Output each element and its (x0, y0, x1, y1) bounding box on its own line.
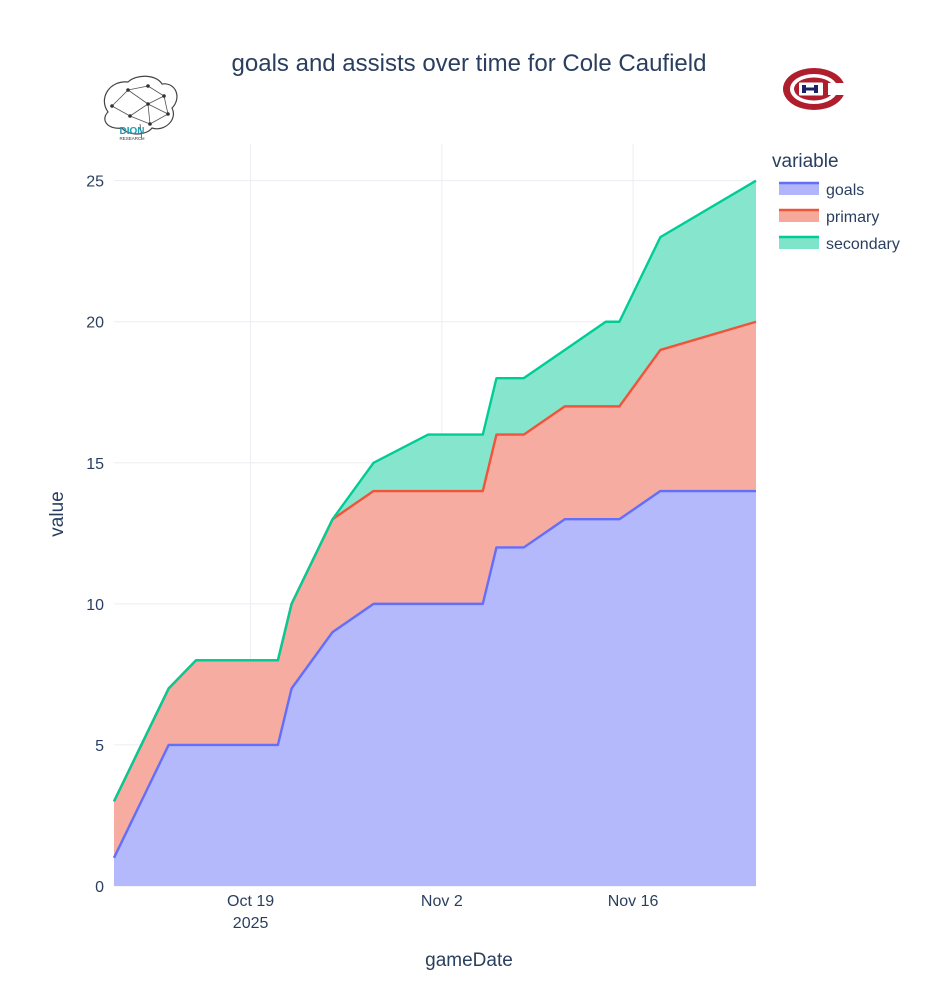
legend-label-primary: primary (826, 209, 879, 226)
legend-swatch-goals (779, 183, 819, 195)
series-lines-layer (112, 179, 757, 859)
chart-title: goals and assists over time for Cole Cau… (232, 50, 707, 77)
legend-item-primary[interactable]: primary (779, 208, 879, 226)
x-tick-label: Nov 16 (608, 893, 659, 910)
legend-item-goals[interactable]: goals (779, 181, 864, 199)
y-axis: 0 5 10 15 20 25 (86, 174, 104, 896)
y-tick-label: 20 (86, 315, 104, 332)
line-secondary (112, 179, 757, 802)
area-primary (114, 321, 756, 858)
y-tick-label: 10 (86, 597, 104, 614)
y-axis-title: value (47, 491, 68, 536)
legend-swatch-secondary (779, 237, 819, 249)
plot-area (112, 144, 757, 887)
x-tick-label: Oct 19 (227, 893, 274, 910)
logo-brand-text: DION (120, 126, 145, 137)
x-tick-label: Nov 2 (421, 893, 463, 910)
y-tick-label: 0 (95, 879, 104, 896)
x-axis-title: gameDate (425, 950, 513, 971)
habs-logo-icon (783, 68, 848, 110)
legend-label-secondary: secondary (826, 236, 900, 253)
area-goals (114, 491, 756, 886)
legend-swatch-primary (779, 210, 819, 222)
x-tick-sublabel: 2025 (233, 915, 269, 932)
line-goals (112, 489, 756, 859)
brain-network-icon: DION RESEARCH (103, 75, 178, 141)
legend-item-secondary[interactable]: secondary (779, 235, 900, 253)
y-tick-label: 15 (86, 456, 104, 473)
legend-title: variable (772, 151, 839, 172)
x-axis: Oct 19 2025 Nov 2 Nov 16 (227, 893, 658, 932)
y-tick-label: 25 (86, 174, 104, 191)
legend-label-goals: goals (826, 182, 864, 199)
y-tick-label: 5 (95, 738, 104, 755)
logo-brand-subtext: RESEARCH (119, 136, 144, 141)
legend: variable goals primary secondary (772, 151, 900, 253)
